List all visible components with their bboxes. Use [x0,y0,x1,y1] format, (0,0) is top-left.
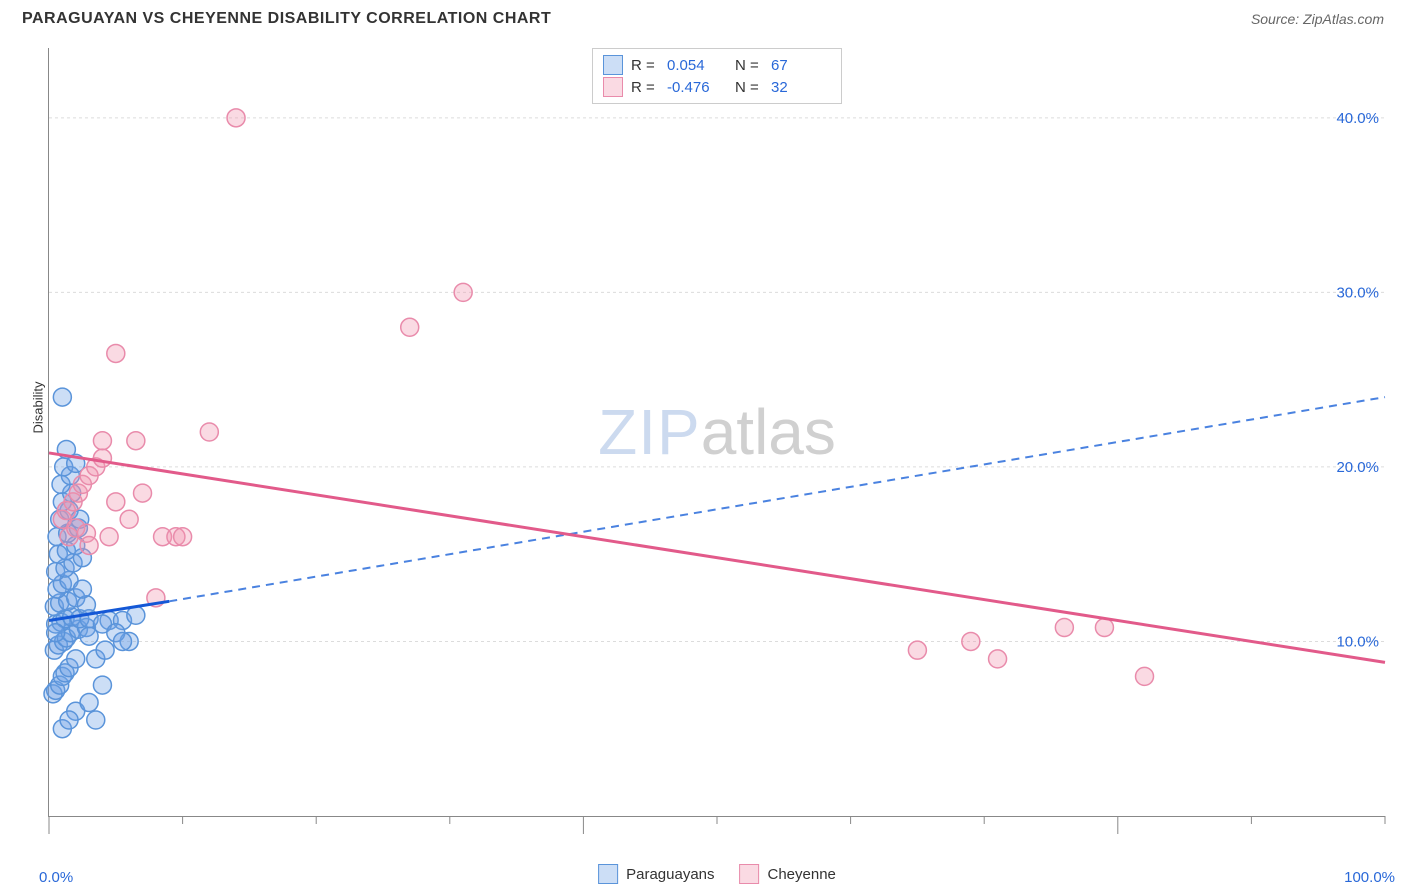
chart-source: Source: ZipAtlas.com [1251,11,1384,27]
plot-area: ZIPatlas 10.0%20.0%30.0%40.0% R =0.054N … [48,48,1385,817]
svg-text:40.0%: 40.0% [1336,110,1379,127]
r-label: R = [631,79,659,96]
r-value: -0.476 [667,79,727,96]
x-start-label: 0.0% [39,869,73,886]
legend-label: Paraguayans [626,866,714,883]
legend-swatch-icon [598,864,618,884]
r-label: R = [631,57,659,74]
chart-container: PARAGUAYAN VS CHEYENNE DISABILITY CORREL… [0,0,1406,892]
x-end-label: 100.0% [1344,869,1395,886]
r-value: 0.054 [667,57,727,74]
n-value: 32 [771,79,831,96]
legend-label: Cheyenne [768,866,836,883]
series-legend: Paraguayans Cheyenne [598,864,836,884]
legend-swatch-icon [740,864,760,884]
legend-swatch-icon [603,55,623,75]
n-label: N = [735,57,763,74]
chart-title: PARAGUAYAN VS CHEYENNE DISABILITY CORREL… [22,10,551,28]
legend-item: Cheyenne [740,864,836,884]
y-axis-label: Disability [31,381,46,433]
legend-row: R = 0.054 N = 67 [603,55,831,75]
chart-header: PARAGUAYAN VS CHEYENNE DISABILITY CORREL… [0,0,1406,33]
scatter-svg: 10.0% 20.0% 30.0% 40.0% [49,48,1385,816]
legend-item: Paraguayans [598,864,714,884]
svg-text:30.0%: 30.0% [1336,284,1379,301]
legend-swatch-icon [603,77,623,97]
n-label: N = [735,79,763,96]
svg-text:10.0%: 10.0% [1336,633,1379,650]
correlation-legend: R = 0.054 N = 67 R = -0.476 N = 32 [592,48,842,104]
legend-row: R = -0.476 N = 32 [603,77,831,97]
n-value: 67 [771,57,831,74]
svg-text:20.0%: 20.0% [1336,459,1379,476]
